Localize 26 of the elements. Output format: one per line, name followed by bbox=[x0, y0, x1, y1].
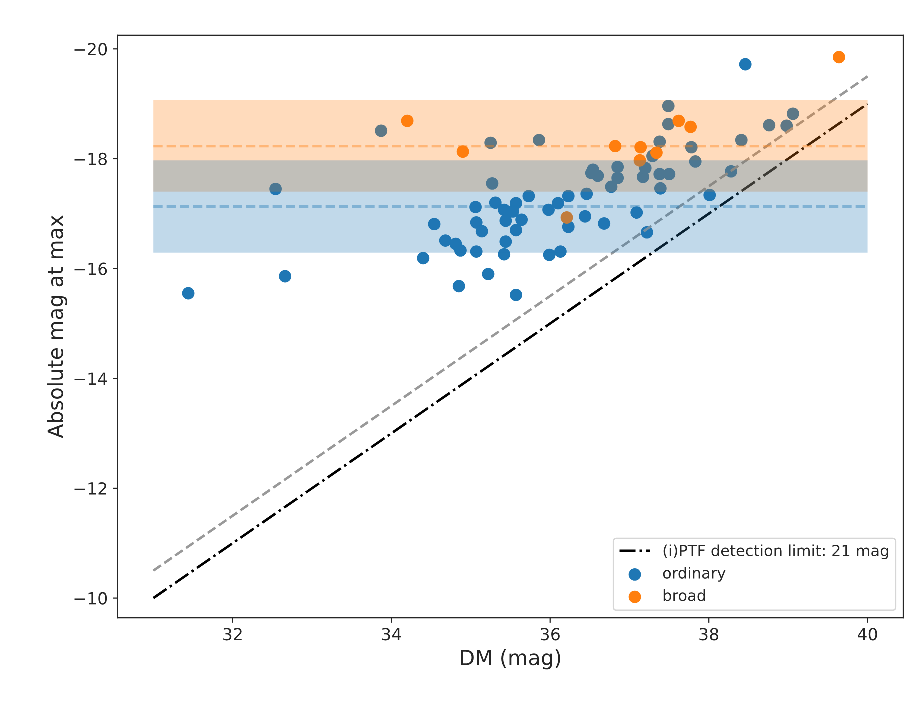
y-tick-label: −16 bbox=[74, 262, 108, 276]
x-tick-label: 32 bbox=[224, 628, 242, 641]
point bbox=[609, 140, 622, 153]
x-tick-label: 38 bbox=[700, 628, 719, 641]
legend-label: (i)PTF detection limit: 21 mag bbox=[664, 544, 888, 560]
y-tick-label: −14 bbox=[74, 372, 108, 385]
y-axis-title: Absolute mag at max bbox=[47, 216, 68, 438]
point bbox=[634, 141, 648, 154]
y-tick-label: −20 bbox=[74, 43, 108, 56]
legend-label: ordinary bbox=[663, 567, 726, 582]
y-tick-label: −10 bbox=[74, 592, 108, 605]
legend-label: broad bbox=[664, 590, 706, 602]
x-tick-label: 34 bbox=[382, 628, 402, 641]
point bbox=[560, 212, 574, 224]
point bbox=[833, 51, 846, 64]
x-axis-title: DM (mag) bbox=[461, 650, 560, 670]
point bbox=[634, 154, 646, 167]
x-tick-label: 36 bbox=[541, 628, 560, 641]
y-tick-label: −12 bbox=[74, 482, 106, 495]
x-tick-label: 40 bbox=[858, 628, 878, 641]
point bbox=[401, 114, 414, 128]
point bbox=[672, 114, 686, 128]
point bbox=[456, 146, 470, 158]
point bbox=[650, 146, 663, 160]
y-tick-label: −18 bbox=[74, 152, 108, 166]
point bbox=[684, 120, 698, 134]
